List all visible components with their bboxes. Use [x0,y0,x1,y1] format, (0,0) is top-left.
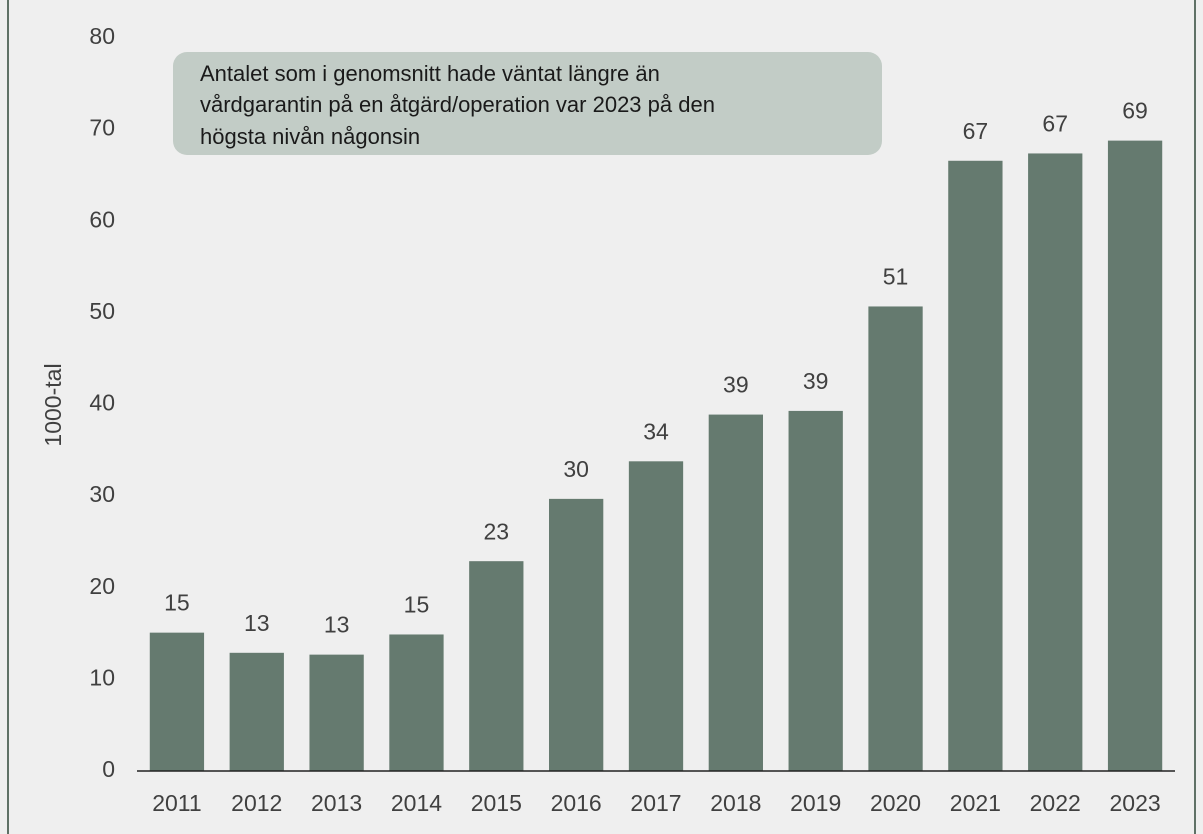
x-tick-label: 2021 [950,790,1001,816]
bar [788,410,843,771]
data-label: 30 [563,456,589,482]
bar [1028,153,1083,771]
bar [549,498,604,771]
data-label: 51 [883,264,909,290]
bar [229,652,284,771]
y-tick-label: 60 [89,206,115,232]
x-tick-label: 2023 [1109,790,1160,816]
data-label: 15 [164,590,190,616]
data-label: 67 [1042,111,1068,137]
annotation-line: vårdgarantin på en åtgärd/operation var … [200,92,715,117]
data-label: 34 [643,418,669,444]
x-tick-label: 2015 [471,790,522,816]
x-tick-label: 2012 [231,790,282,816]
y-tick-label: 80 [89,23,115,49]
y-tick-label: 50 [89,298,115,324]
annotation-line: Antalet som i genomsnitt hade väntat län… [200,61,660,86]
annotation-box [173,52,882,155]
bar [708,414,763,771]
y-tick-label: 10 [89,664,115,690]
data-label: 13 [324,612,350,638]
x-tick-label: 2011 [152,790,201,816]
x-tick-label: 2022 [1030,790,1081,816]
x-tick-label: 2020 [870,790,921,816]
y-tick-label: 70 [89,115,115,141]
bar [868,306,923,771]
x-tick-label: 2019 [790,790,841,816]
x-tick-label: 2017 [630,790,681,816]
annotation-line: högsta nivån någonsin [200,124,420,149]
x-tick-label: 2014 [391,790,442,816]
data-label: 69 [1122,98,1148,124]
y-tick-label: 0 [102,756,115,782]
data-label: 39 [803,368,829,394]
data-label: 67 [963,118,989,144]
bar [628,461,684,771]
y-axis-label: 1000-tal [40,363,66,446]
bar [948,160,1003,772]
bar [309,654,364,771]
x-tick-label: 2016 [551,790,602,816]
data-label: 23 [484,518,510,544]
bar [1107,140,1163,771]
y-tick-label: 30 [89,481,115,507]
y-tick-label: 20 [89,573,115,599]
x-tick-label: 2013 [311,790,362,816]
bar [469,561,524,771]
data-label: 15 [404,592,430,618]
x-tick-label: 2018 [710,790,761,816]
data-label: 39 [723,372,749,398]
bar [389,634,444,771]
data-label: 13 [244,610,270,636]
y-tick-label: 40 [89,390,115,416]
bar [149,632,205,771]
